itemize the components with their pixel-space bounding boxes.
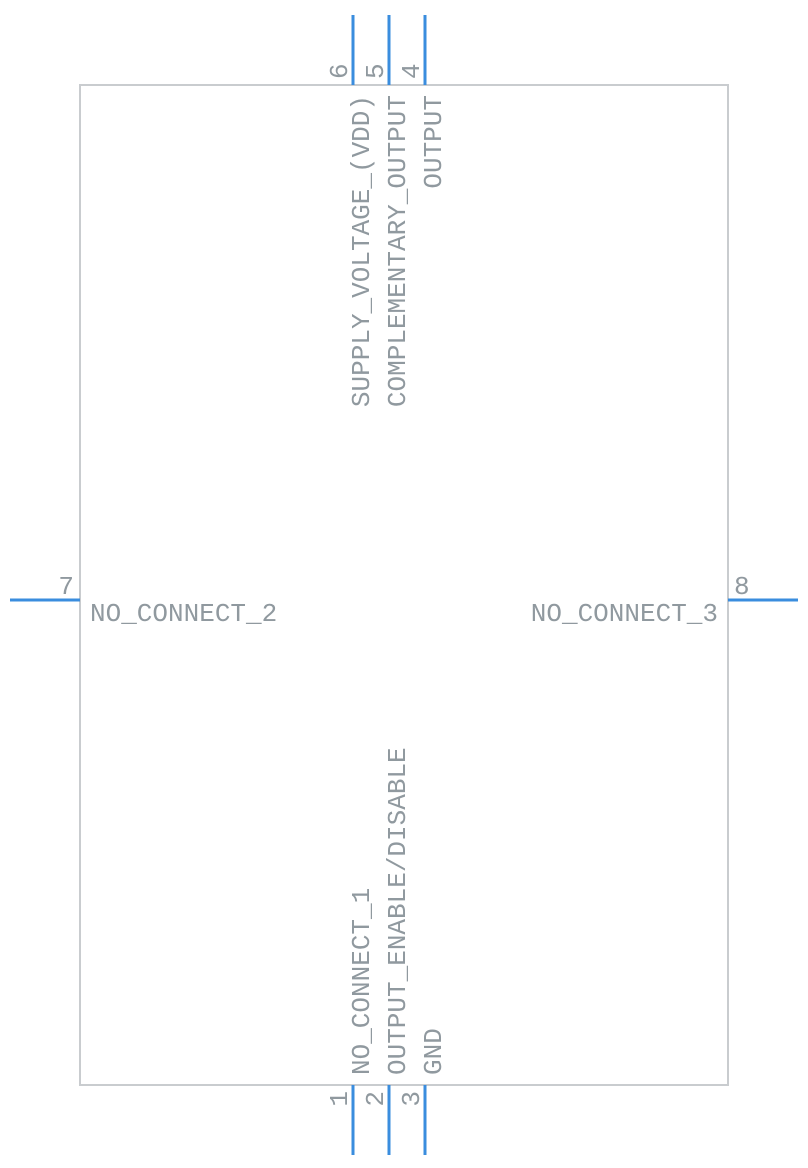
pin-8-label: NO_CONNECT_3: [531, 599, 718, 629]
pin-2-number: 2: [361, 1091, 391, 1107]
pin-3-label: GND: [419, 1028, 449, 1075]
pin-8-number: 8: [734, 572, 750, 602]
pin-6-number: 6: [325, 63, 355, 79]
pin-7-label: NO_CONNECT_2: [90, 599, 277, 629]
pin-1-label: NO_CONNECT_1: [347, 888, 377, 1075]
pin-4-label: OUTPUT: [419, 95, 449, 189]
pin-4-number: 4: [397, 63, 427, 79]
pin-2-label: OUTPUT_ENABLE/DISABLE: [383, 747, 413, 1075]
pin-5-label: COMPLEMENTARY_OUTPUT: [383, 95, 413, 407]
pin-5-number: 5: [361, 63, 391, 79]
pin-3-number: 3: [397, 1091, 427, 1107]
pin-1-number: 1: [325, 1091, 355, 1107]
schematic-symbol: 6 SUPPLY_VOLTAGE_(VDD) 5 COMPLEMENTARY_OUTP…: [0, 0, 808, 1168]
pin-6-label: SUPPLY_VOLTAGE_(VDD): [347, 95, 377, 407]
pin-7-number: 7: [58, 572, 74, 602]
